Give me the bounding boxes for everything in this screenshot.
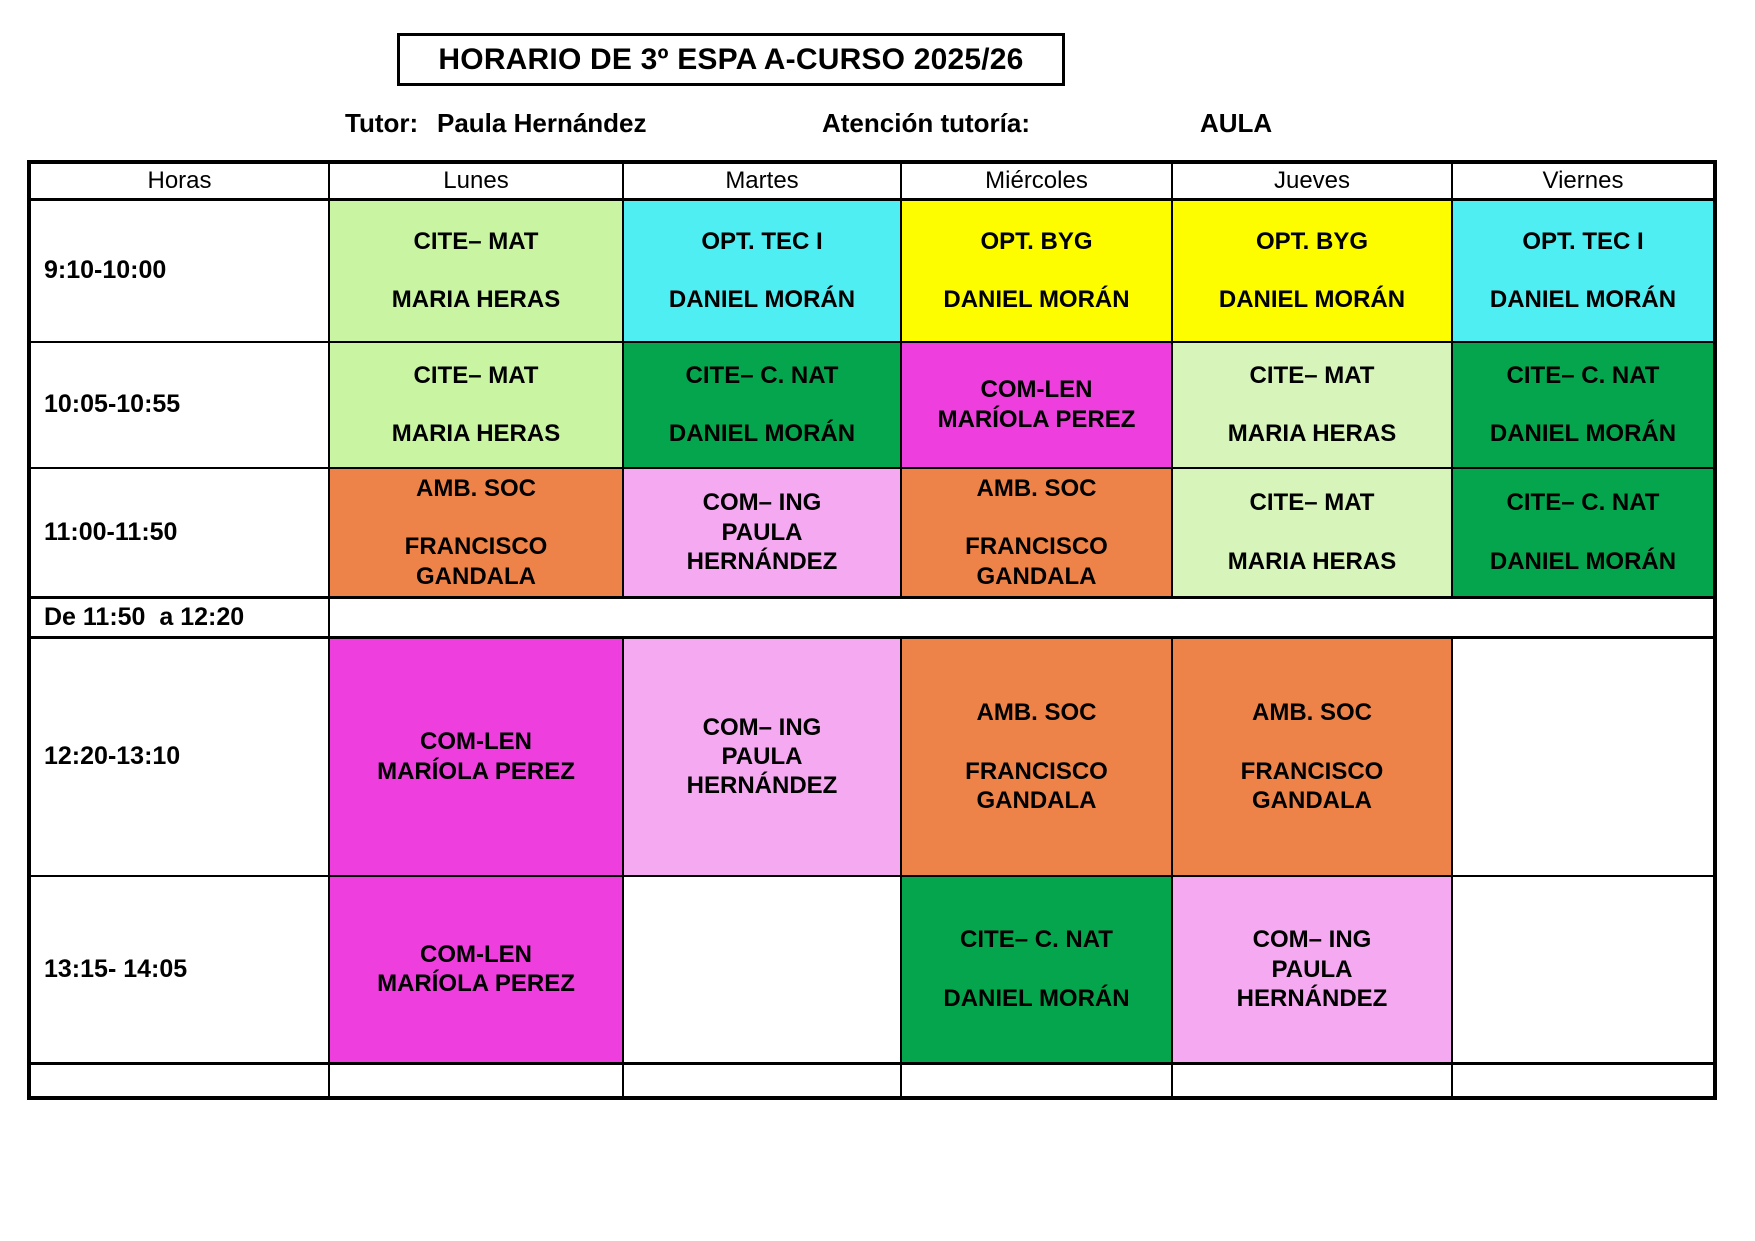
empty-cell	[1171, 1062, 1453, 1099]
class-cell: CITE– MAT MARIA HERAS	[328, 198, 624, 343]
time-cell	[28, 1062, 330, 1099]
tutor-name: Paula Hernández	[437, 108, 647, 138]
class-cell: AMB. SOC FRANCISCO GANDALA	[900, 636, 1173, 877]
empty-cell	[900, 1062, 1173, 1099]
timetable-row: De 11:50 a 12:20	[28, 596, 1716, 639]
empty-cell	[622, 874, 902, 1065]
timetable-row: 13:15- 14:05 COM-LEN MARÍOLA PEREZ CITE– C…	[28, 874, 1716, 1065]
timetable-row: 12:20-13:10 COM-LEN MARÍOLA PEREZ COM– ING…	[28, 636, 1716, 877]
class-cell: CITE– MAT MARIA HERAS	[1171, 466, 1453, 599]
class-cell: CITE– C. NAT DANIEL MORÁN	[622, 340, 902, 469]
time-cell: 12:20-13:10	[28, 636, 330, 877]
break-time-cell: De 11:50 a 12:20	[28, 596, 330, 639]
class-cell: COM-LEN MARÍOLA PEREZ	[900, 340, 1173, 469]
tutor-label: Tutor:	[345, 108, 419, 138]
column-header-viernes: Viernes	[1451, 161, 1716, 201]
timetable-row: 11:00-11:50 AMB. SOC FRANCISCO GANDALA COM…	[28, 466, 1716, 599]
empty-cell	[1451, 1062, 1716, 1099]
timetable-row	[28, 1062, 1716, 1099]
class-cell: COM– ING PAULA HERNÁNDEZ	[1171, 874, 1453, 1065]
class-cell: OPT. TEC I DANIEL MORÁN	[1451, 198, 1716, 343]
class-cell: CITE– MAT MARIA HERAS	[1171, 340, 1453, 469]
timetable-row: 9:10-10:00 CITE– MAT MARIA HERAS OPT. TEC …	[28, 198, 1716, 343]
time-cell: 9:10-10:00	[28, 198, 330, 343]
class-cell: AMB. SOC FRANCISCO GANDALA	[1171, 636, 1453, 877]
class-cell: COM– ING PAULA HERNÁNDEZ	[622, 466, 902, 599]
class-cell: COM-LEN MARÍOLA PEREZ	[328, 636, 624, 877]
timetable-header-row: Horas Lunes Martes Miércoles Jueves Vier…	[27, 161, 1716, 201]
room-label: AULA	[1200, 108, 1273, 138]
class-cell: AMB. SOC FRANCISCO GANDALA	[900, 466, 1173, 599]
timetable-row: 10:05-10:55 CITE– MAT MARIA HERAS CITE– C.…	[28, 340, 1716, 469]
time-cell: 13:15- 14:05	[28, 874, 330, 1065]
timetable: Horas Lunes Martes Miércoles Jueves Vier…	[27, 160, 1717, 1100]
class-cell: CITE– MAT MARIA HERAS	[328, 340, 624, 469]
empty-cell	[328, 1062, 624, 1099]
empty-cell	[1451, 636, 1716, 877]
class-cell: CITE– C. NAT DANIEL MORÁN	[1451, 466, 1716, 599]
column-header-martes: Martes	[622, 161, 902, 201]
page-title: HORARIO DE 3º ESPA A-CURSO 2025/26	[438, 42, 1024, 76]
time-cell: 11:00-11:50	[28, 466, 330, 599]
class-cell: COM-LEN MARÍOLA PEREZ	[328, 874, 624, 1065]
column-header-lunes: Lunes	[328, 161, 624, 201]
class-cell: COM– ING PAULA HERNÁNDEZ	[622, 636, 902, 877]
class-cell: OPT. BYG DANIEL MORÁN	[900, 198, 1173, 343]
empty-cell	[622, 1062, 902, 1099]
column-header-jueves: Jueves	[1171, 161, 1453, 201]
class-cell: CITE– C. NAT DANIEL MORÁN	[1451, 340, 1716, 469]
timetable-body: 9:10-10:00 CITE– MAT MARIA HERAS OPT. TEC …	[28, 198, 1716, 1099]
break-cell	[328, 596, 1716, 639]
attention-tutoria-label: Atención tutoría:	[822, 108, 1030, 138]
column-header-horas: Horas	[27, 161, 330, 201]
timetable-header: Horas Lunes Martes Miércoles Jueves Vier…	[27, 161, 1716, 201]
class-cell: AMB. SOC FRANCISCO GANDALA	[328, 466, 624, 599]
title-box: HORARIO DE 3º ESPA A-CURSO 2025/26	[397, 33, 1065, 86]
time-cell: 10:05-10:55	[28, 340, 330, 469]
class-cell: CITE– C. NAT DANIEL MORÁN	[900, 874, 1173, 1065]
column-header-miercoles: Miércoles	[900, 161, 1173, 201]
class-cell: OPT. BYG DANIEL MORÁN	[1171, 198, 1453, 343]
empty-cell	[1451, 874, 1716, 1065]
info-bar: Tutor: Paula Hernández Atención tutoría:…	[0, 108, 1755, 142]
class-cell: OPT. TEC I DANIEL MORÁN	[622, 198, 902, 343]
